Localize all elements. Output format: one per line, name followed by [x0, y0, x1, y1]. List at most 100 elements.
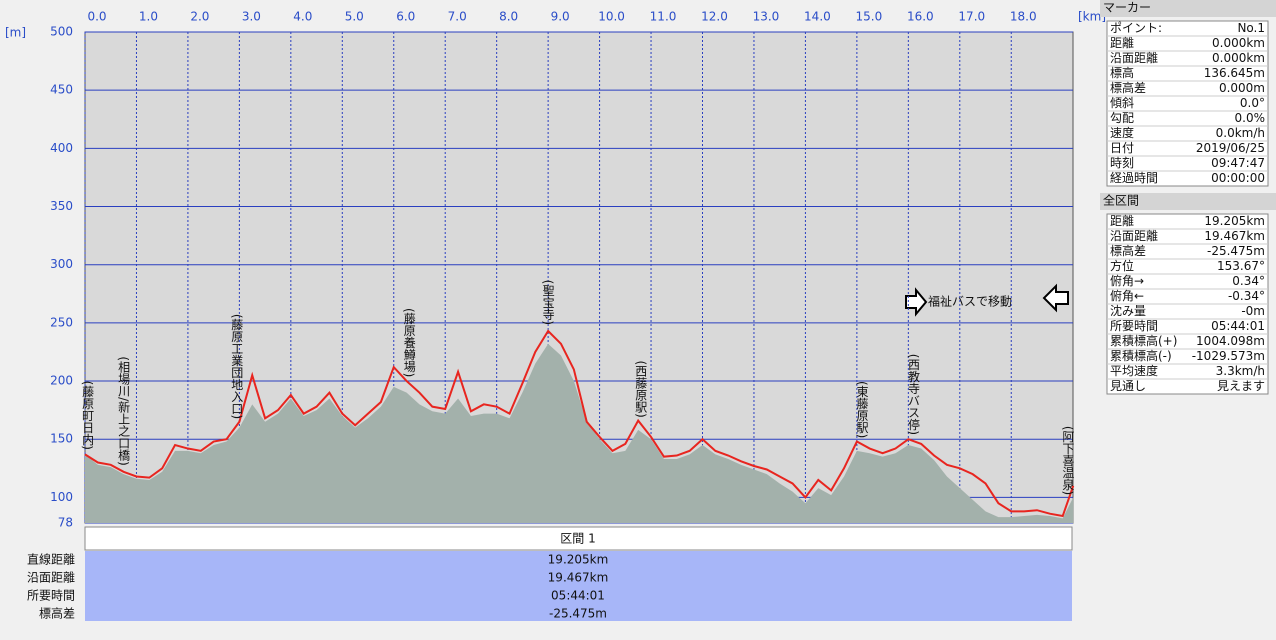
panel-key: 平均速度: [1110, 363, 1158, 378]
x-tick-label: 5.0: [345, 10, 364, 24]
panel-value: 09:47:47: [1211, 156, 1265, 170]
place-label: (阿下喜温泉): [1061, 426, 1075, 495]
x-tick-label: 0.0: [87, 10, 106, 24]
panel-value: 0.000km: [1212, 36, 1265, 50]
panel-value: 19.205km: [1204, 214, 1265, 228]
panel-key: 日付: [1110, 141, 1134, 155]
panel-key: 時刻: [1110, 156, 1134, 170]
arrow-left: [1042, 283, 1069, 313]
panel-key: 経過時間: [1110, 171, 1158, 185]
panel-value: -0m: [1241, 304, 1265, 318]
panel-key: 標高差: [1110, 243, 1146, 258]
panel-title: マーカー: [1103, 1, 1151, 15]
panel-value: -1029.573m: [1192, 349, 1265, 363]
panel-key: 累積標高(+): [1110, 333, 1177, 348]
x-tick-label: 8.0: [499, 10, 518, 24]
panel-value: 153.67°: [1217, 259, 1265, 273]
panel-key: 距離: [1110, 36, 1134, 50]
x-tick-label: 7.0: [448, 10, 467, 24]
panel-key: 速度: [1110, 125, 1134, 140]
panel-key: 沿面距離: [1110, 229, 1158, 243]
x-tick-label: 3.0: [242, 10, 261, 24]
y-tick-label: 100: [50, 490, 73, 504]
section-value: 05:44:01: [551, 589, 605, 603]
place-label: (西教寺バス停): [906, 354, 920, 435]
panel-value: 19.467km: [1204, 229, 1265, 243]
y-tick-label: 150: [50, 432, 73, 446]
panel-value: 3.3km/h: [1216, 364, 1265, 378]
panel-key: 傾斜: [1110, 96, 1134, 110]
panel-key: 俯角←: [1110, 288, 1144, 303]
x-tick-label: 16.0: [907, 10, 934, 24]
section-value: 19.467km: [548, 571, 609, 585]
section-header: 区間 1: [560, 532, 595, 546]
x-tick-label: 9.0: [551, 10, 570, 24]
panel-value: 見えます: [1217, 379, 1265, 393]
section-body-bg: [85, 551, 1072, 621]
panel-key: 所要時間: [1110, 319, 1158, 333]
panel-key: 方位: [1110, 258, 1134, 273]
x-tick-label: 1.0: [139, 10, 158, 24]
y-tick-label: 500: [50, 25, 73, 39]
panel-key: 標高差: [1110, 80, 1146, 95]
y-tick-label: 250: [50, 315, 73, 329]
panel-box: [1106, 20, 1269, 187]
section-key: 所要時間: [27, 589, 75, 603]
y-tick-label: 450: [50, 83, 73, 97]
track-line: [84, 329, 1075, 518]
x-tick-label: 13.0: [753, 10, 780, 24]
panel-key: 累積標高(-): [1110, 348, 1172, 363]
y-tick-label: 300: [50, 257, 73, 271]
panel-key: ポイント:: [1110, 21, 1162, 35]
panel-value: 2019/06/25: [1196, 141, 1265, 155]
panel-value: 0.34°: [1232, 274, 1265, 288]
panel-value: 0.000km: [1212, 51, 1265, 65]
panel-value: 136.645m: [1204, 66, 1265, 80]
y-tick-label: 78: [58, 516, 73, 530]
place-label: (聖宝寺): [541, 280, 555, 325]
section-header-bg: [84, 526, 1073, 551]
section-key: 直線距離: [27, 552, 75, 567]
x-tick-label: 4.0: [293, 10, 312, 24]
place-label: (藤原工業団地入口): [230, 314, 244, 419]
place-label: (藤原養鱒場): [402, 308, 416, 377]
panel-value: 0.0%: [1235, 111, 1266, 125]
x-tick-label: 15.0: [856, 10, 883, 24]
y-unit: [m]: [5, 26, 26, 40]
x-unit: [km]: [1078, 10, 1106, 24]
place-label: (相場川/新上之口橋): [117, 356, 131, 465]
panel-value: 0.0km/h: [1216, 126, 1265, 140]
panel-value: 1004.098m: [1196, 334, 1265, 348]
section-value: -25.475m: [549, 607, 607, 621]
panel-value: -25.475m: [1207, 244, 1265, 258]
panel-key: 沈み量: [1110, 303, 1146, 318]
section-key: 沿面距離: [27, 571, 75, 585]
total-header-bg: [1100, 193, 1276, 210]
panel-key: 見通し: [1110, 379, 1146, 393]
section-key: 標高差: [39, 606, 75, 621]
terrain-area: [85, 343, 1074, 523]
arrow-right: [905, 287, 928, 317]
place-label: (藤原町日内): [81, 381, 95, 450]
y-tick-label: 350: [50, 199, 73, 213]
y-tick-label: 200: [50, 374, 73, 388]
panel-key: 標高: [1110, 65, 1134, 80]
y-tick-label: 400: [50, 141, 73, 155]
x-tick-label: 10.0: [598, 10, 625, 24]
panel-key: 俯角→: [1110, 273, 1144, 288]
panel-value: 05:44:01: [1211, 319, 1265, 333]
bus-note: 福祉バスで移動: [928, 294, 1012, 309]
x-tick-label: 11.0: [650, 10, 677, 24]
x-tick-label: 6.0: [396, 10, 415, 24]
x-tick-label: 2.0: [190, 10, 209, 24]
panel-value: 0.000m: [1219, 81, 1265, 95]
section-value: 19.205km: [548, 553, 609, 567]
x-tick-label: 14.0: [804, 10, 831, 24]
panel-key: 距離: [1110, 214, 1134, 228]
panel-key: 沿面距離: [1110, 51, 1158, 65]
x-tick-label: 12.0: [701, 10, 728, 24]
place-label: (東藤原駅): [855, 381, 869, 438]
panel-value: 0.0°: [1240, 96, 1265, 110]
panel-title: 全区間: [1103, 193, 1139, 208]
